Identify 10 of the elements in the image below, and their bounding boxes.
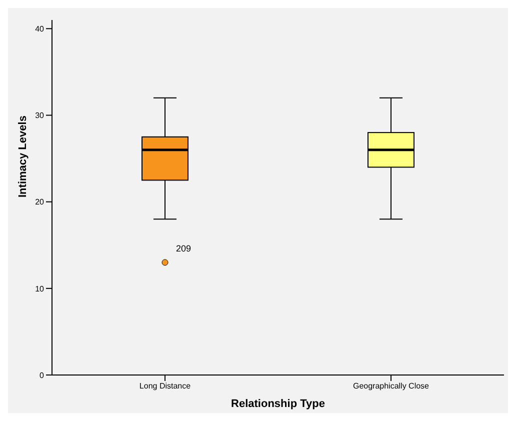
y-tick-label: 0 [40, 370, 45, 380]
y-tick-label: 30 [35, 111, 45, 120]
annotation: 209 [176, 243, 192, 254]
x-tick-label: Geographically Close [352, 382, 430, 391]
x-axis-title: Relationship Type [231, 398, 325, 410]
y-tick-label: 40 [35, 24, 45, 34]
y-axis-title: Intimacy Levels [16, 116, 29, 198]
y-tick-label: 10 [35, 284, 45, 294]
y-tick-label: 20 [35, 198, 45, 207]
x-tick-label: Long Distance [139, 382, 192, 391]
